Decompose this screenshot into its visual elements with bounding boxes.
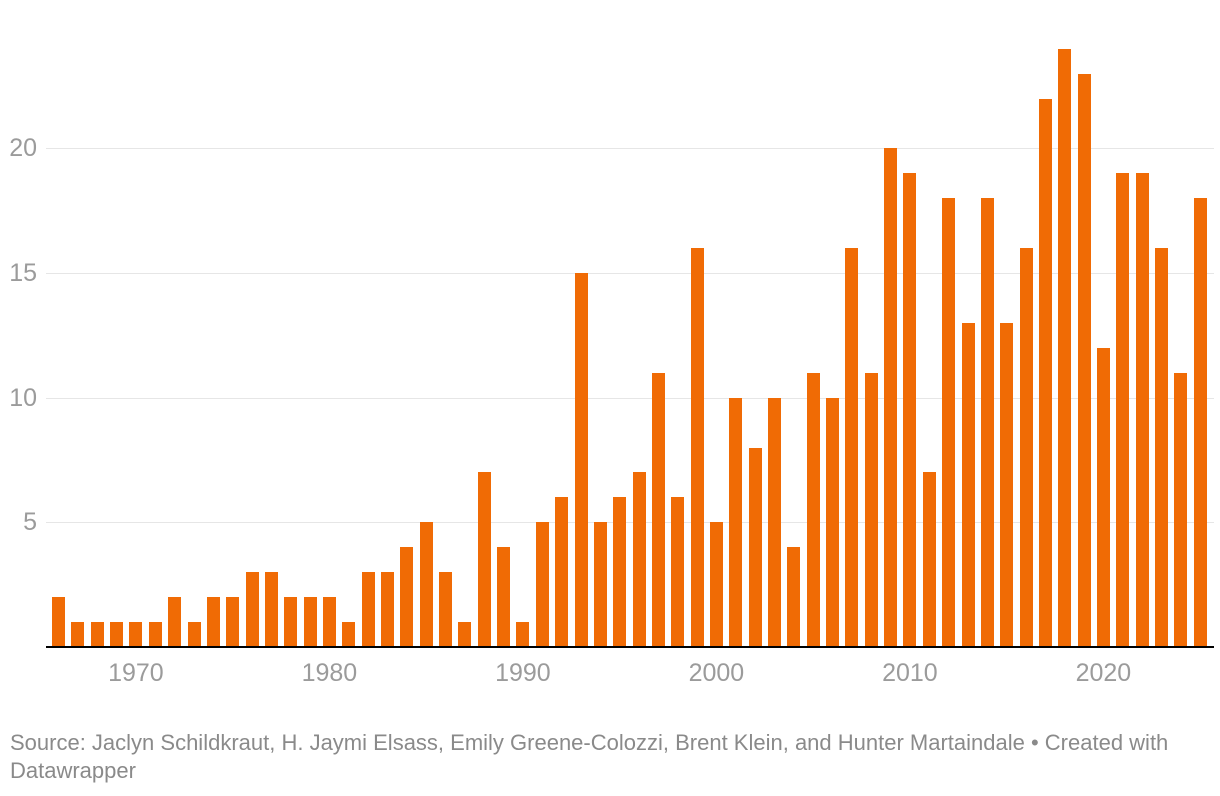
bar-1983 bbox=[381, 572, 394, 647]
bar-1990 bbox=[516, 622, 530, 647]
bar-2002 bbox=[748, 448, 762, 647]
bar-2007 bbox=[845, 248, 859, 647]
bar-1988 bbox=[477, 472, 491, 647]
bar-1971 bbox=[148, 622, 162, 647]
source-credit: Source: Jaclyn Schildkraut, H. Jaymi Els… bbox=[10, 730, 1169, 783]
bar-2024 bbox=[1174, 373, 1188, 647]
bar-2017 bbox=[1038, 99, 1052, 647]
y-axis-tick-label-5: 5 bbox=[23, 508, 37, 536]
bar-2012 bbox=[942, 198, 956, 647]
bar-1973 bbox=[187, 622, 201, 647]
bar-1976 bbox=[245, 572, 259, 647]
bar-1985 bbox=[419, 522, 433, 647]
bar-1991 bbox=[535, 522, 549, 647]
bar-1978 bbox=[284, 597, 298, 647]
bar-2023 bbox=[1155, 248, 1168, 647]
bar-1970 bbox=[129, 622, 143, 647]
bar-1972 bbox=[168, 597, 182, 647]
bar-1989 bbox=[497, 547, 511, 647]
bar-1977 bbox=[264, 572, 278, 647]
x-axis-tick-label-2000: 2000 bbox=[688, 659, 745, 687]
bar-1981 bbox=[342, 622, 356, 647]
bar-1979 bbox=[303, 597, 317, 647]
gridline-10 bbox=[46, 398, 1214, 399]
x-axis-tick-label-2010: 2010 bbox=[882, 659, 938, 687]
bar-2022 bbox=[1135, 173, 1149, 647]
bar-1992 bbox=[555, 497, 569, 647]
bar-2013 bbox=[961, 323, 975, 647]
bar-1986 bbox=[439, 572, 452, 647]
gridline-15 bbox=[46, 273, 1214, 274]
bar-1994 bbox=[593, 522, 607, 647]
bar-1968 bbox=[90, 622, 104, 647]
bar-1998 bbox=[671, 497, 685, 647]
bar-2004 bbox=[787, 547, 801, 647]
bar-1982 bbox=[361, 572, 375, 647]
bar-2008 bbox=[864, 373, 878, 647]
bar-2001 bbox=[729, 398, 743, 647]
bar-1975 bbox=[226, 597, 240, 647]
bar-1996 bbox=[632, 472, 646, 647]
x-axis-tick-label-1980: 1980 bbox=[301, 659, 358, 687]
bar-1966 bbox=[52, 597, 65, 647]
bar-2019 bbox=[1077, 74, 1091, 647]
bar-2010 bbox=[903, 173, 917, 647]
x-axis-tick-label-1990: 1990 bbox=[495, 659, 551, 687]
x-axis-tick-label-2020: 2020 bbox=[1075, 659, 1132, 687]
bar-1984 bbox=[400, 547, 414, 647]
gridline-5 bbox=[46, 522, 1214, 523]
x-axis-tick-label-1970: 1970 bbox=[108, 659, 164, 687]
bar-2011 bbox=[922, 472, 936, 647]
bar-1969 bbox=[110, 622, 124, 647]
bar-2025 bbox=[1193, 198, 1207, 647]
x-axis-line bbox=[46, 646, 1214, 648]
bar-2009 bbox=[884, 148, 898, 647]
bar-2016 bbox=[1019, 248, 1033, 647]
bar-1995 bbox=[613, 497, 627, 647]
gridline-20 bbox=[46, 148, 1214, 149]
bar-2005 bbox=[806, 373, 820, 647]
bar-2006 bbox=[826, 398, 839, 647]
bar-2015 bbox=[1000, 323, 1014, 647]
bar-1967 bbox=[71, 622, 85, 647]
bar-2003 bbox=[768, 398, 781, 647]
bar-2014 bbox=[980, 198, 994, 647]
y-axis-tick-label-15: 15 bbox=[9, 259, 37, 287]
y-axis-tick-label-10: 10 bbox=[9, 384, 37, 412]
bar-1980 bbox=[322, 597, 336, 647]
bar-2020 bbox=[1096, 348, 1110, 647]
bar-2018 bbox=[1058, 49, 1072, 647]
bar-1974 bbox=[206, 597, 220, 647]
bar-1999 bbox=[690, 248, 704, 647]
bar-2000 bbox=[709, 522, 723, 647]
bar-1993 bbox=[574, 273, 588, 647]
bar-1987 bbox=[458, 622, 472, 647]
bar-2021 bbox=[1116, 173, 1130, 647]
bar-1997 bbox=[651, 373, 665, 647]
y-axis-tick-label-20: 20 bbox=[9, 134, 37, 162]
